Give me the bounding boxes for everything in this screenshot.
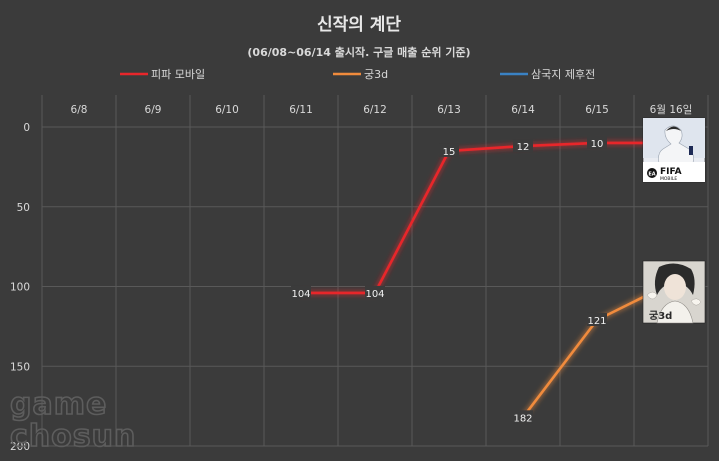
legend-label: 삼국지 제후전 — [531, 68, 595, 81]
chart-title: 신작의 계단 — [317, 15, 401, 35]
legend-label: 궁3d — [364, 68, 388, 81]
legend: 피파 모바일 궁3d 삼국지 제후전 — [120, 67, 595, 81]
chart-subtitle: (06/08~06/14 출시작. 구글 매출 순위 기준) — [247, 45, 470, 59]
y-tick-label: 50 — [17, 202, 30, 214]
x-tick-label: 6/11 — [289, 104, 313, 116]
data-label-bg — [587, 312, 607, 326]
data-label: 182 — [513, 413, 532, 424]
gung3d-thumbnail: 궁3d — [642, 260, 706, 324]
y-tick-label: 100 — [10, 282, 30, 294]
thumb-footer — [643, 162, 705, 182]
data-label-bg — [291, 285, 311, 299]
data-label: 121 — [587, 316, 606, 327]
data-label-bg — [439, 143, 459, 157]
x-axis: 6/8 6/9 6/10 6/11 6/12 6/13 6/14 6/15 6월 16일 — [71, 103, 693, 116]
x-tick-label: 6/15 — [585, 104, 609, 116]
y-axis: 0 50 100 150 200 — [10, 122, 30, 453]
data-label: 15 — [443, 147, 456, 158]
fifa-mobile-thumbnail: EA FIFA MOBILE — [642, 117, 706, 183]
watermark-line1: game — [10, 387, 107, 422]
data-label-bg — [513, 410, 533, 424]
fifa-logo-text: FIFA — [660, 167, 682, 177]
x-tick-label: 6/13 — [437, 104, 461, 116]
data-label: 104 — [291, 289, 310, 300]
x-tick-label: 6월 16일 — [650, 103, 693, 116]
data-label: 10 — [591, 139, 604, 150]
x-tick-label: 6/9 — [145, 104, 162, 116]
data-label-bg — [587, 135, 607, 149]
x-tick-label: 6/12 — [363, 104, 387, 116]
data-label: 104 — [365, 289, 384, 300]
character-robe — [656, 300, 694, 324]
data-label-bg — [365, 285, 385, 299]
x-tick-label: 6/10 — [215, 104, 239, 116]
flower-decor — [646, 291, 702, 306]
grid — [41, 95, 709, 447]
watermark-line2: chosun — [10, 419, 136, 454]
data-label-bg — [513, 139, 533, 153]
gung3d-logo-text: 궁3d — [649, 310, 672, 322]
player-number — [689, 146, 693, 155]
player-figure — [658, 125, 694, 164]
x-tick-label: 6/8 — [71, 104, 88, 116]
ea-badge-text: EA — [648, 172, 655, 178]
y-tick-label: 0 — [23, 122, 30, 134]
player-hair — [666, 126, 681, 131]
legend-label: 피파 모바일 — [151, 67, 205, 81]
character-face — [664, 274, 686, 300]
fifa-mobile-text: MOBILE — [660, 176, 677, 182]
data-label: 12 — [517, 142, 530, 153]
ea-badge-icon — [647, 168, 657, 178]
gamechosun-watermark: game chosun — [9, 386, 136, 455]
series-line — [299, 141, 673, 295]
x-tick-label: 6/14 — [511, 104, 535, 116]
y-tick-label: 150 — [10, 361, 30, 373]
y-tick-label: 200 — [10, 441, 30, 453]
